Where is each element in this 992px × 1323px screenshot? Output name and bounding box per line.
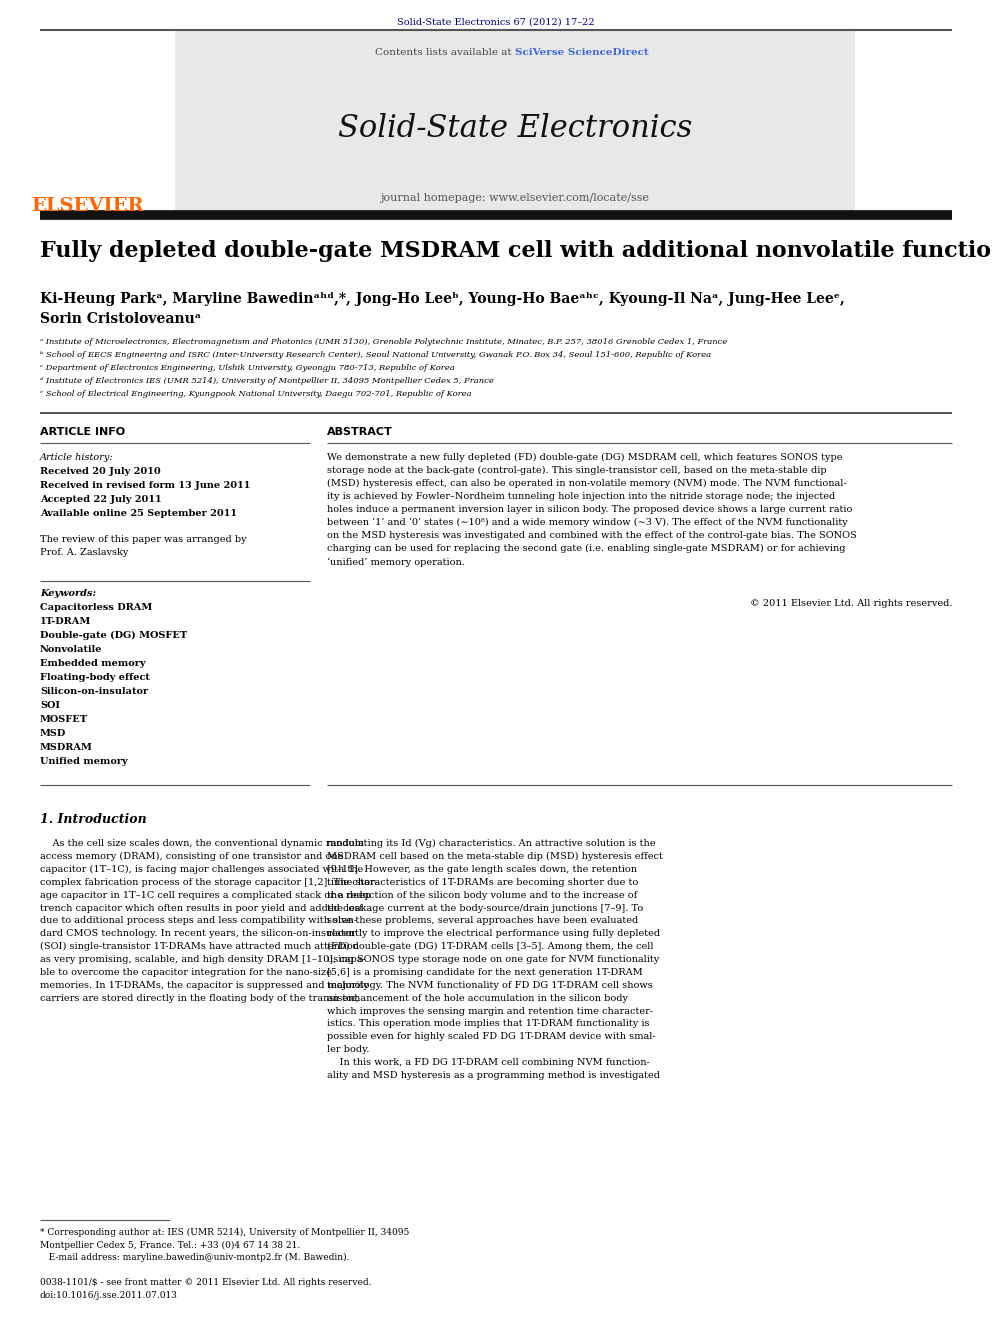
Text: Fully depleted double-gate MSDRAM cell with additional nonvolatile functionality: Fully depleted double-gate MSDRAM cell w…: [40, 239, 992, 262]
Text: SciVerse ScienceDirect: SciVerse ScienceDirect: [515, 48, 649, 57]
Text: ᵃ Institute of Microelectronics, Electromagnetism and Photonics (UMR 5130), Gren: ᵃ Institute of Microelectronics, Electro…: [40, 337, 727, 347]
Text: ELSEVIER: ELSEVIER: [31, 197, 144, 216]
Text: Double-gate (DG) MOSFET: Double-gate (DG) MOSFET: [40, 631, 187, 640]
Text: Unified memory: Unified memory: [40, 757, 128, 766]
Text: journal homepage: www.elsevier.com/locate/sse: journal homepage: www.elsevier.com/locat…: [381, 193, 650, 202]
Text: ᵉ School of Electrical Engineering, Kyungpook National University, Daegu 702-701: ᵉ School of Electrical Engineering, Kyun…: [40, 390, 471, 398]
Text: ᵈ Institute of Electronics IES (UMR 5214), University of Montpellier II, 34095 M: ᵈ Institute of Electronics IES (UMR 5214…: [40, 377, 494, 385]
Text: MOSFET: MOSFET: [40, 714, 88, 724]
Text: Embedded memory: Embedded memory: [40, 659, 146, 668]
Text: 0038-1101/$ - see front matter © 2011 Elsevier Ltd. All rights reserved.
doi:10.: 0038-1101/$ - see front matter © 2011 El…: [40, 1278, 371, 1299]
Text: Received in revised form 13 June 2011: Received in revised form 13 June 2011: [40, 482, 250, 490]
Text: Floating-body effect: Floating-body effect: [40, 673, 150, 681]
Text: Ki-Heung Parkᵃ, Maryline Bawedinᵃʰᵈ,*, Jong-Ho Leeᵇ, Young-Ho Baeᵃʰᶜ, Kyoung-Il : Ki-Heung Parkᵃ, Maryline Bawedinᵃʰᵈ,*, J…: [40, 292, 845, 306]
Text: The review of this paper was arranged by
Prof. A. Zaslavsky: The review of this paper was arranged by…: [40, 534, 247, 557]
Text: Accepted 22 July 2011: Accepted 22 July 2011: [40, 495, 162, 504]
Text: Silicon-on-insulator: Silicon-on-insulator: [40, 687, 148, 696]
Text: ᵇ School of EECS Engineering and ISRC (Inter-University Research Center), Seoul : ᵇ School of EECS Engineering and ISRC (I…: [40, 351, 711, 359]
Text: Available online 25 September 2011: Available online 25 September 2011: [40, 509, 237, 519]
Text: * Corresponding author at: IES (UMR 5214), University of Montpellier II, 34095
M: * Corresponding author at: IES (UMR 5214…: [40, 1228, 410, 1262]
Text: Capacitorless DRAM: Capacitorless DRAM: [40, 603, 152, 613]
Text: 1T-DRAM: 1T-DRAM: [40, 617, 91, 626]
Text: MSDRAM: MSDRAM: [40, 744, 93, 751]
Text: ARTICLE INFO: ARTICLE INFO: [40, 427, 125, 437]
Text: SOI: SOI: [40, 701, 60, 710]
Text: We demonstrate a new fully depleted (FD) double-gate (DG) MSDRAM cell, which fea: We demonstrate a new fully depleted (FD)…: [327, 452, 857, 566]
Text: Sorin Cristoloveanuᵃ: Sorin Cristoloveanuᵃ: [40, 312, 201, 325]
Text: Received 20 July 2010: Received 20 July 2010: [40, 467, 161, 476]
Text: Article history:: Article history:: [40, 452, 114, 462]
Text: 1. Introduction: 1. Introduction: [40, 814, 147, 826]
Text: Solid-State Electronics: Solid-State Electronics: [338, 114, 692, 144]
Text: Nonvolatile: Nonvolatile: [40, 646, 102, 654]
Text: ABSTRACT: ABSTRACT: [327, 427, 393, 437]
Text: Contents lists available at: Contents lists available at: [375, 48, 515, 57]
Text: modulating its Id (Vg) characteristics. An attractive solution is the
MSDRAM cel: modulating its Id (Vg) characteristics. …: [327, 839, 663, 1080]
Text: © 2011 Elsevier Ltd. All rights reserved.: © 2011 Elsevier Ltd. All rights reserved…: [750, 599, 952, 609]
Text: Solid-State Electronics 67 (2012) 17–22: Solid-State Electronics 67 (2012) 17–22: [397, 19, 595, 26]
Text: ᶜ Department of Electronics Engineering, Ulshik University, Gyeongju 780-713, Re: ᶜ Department of Electronics Engineering,…: [40, 364, 454, 372]
Bar: [175, 30, 855, 216]
Text: Keywords:: Keywords:: [40, 589, 96, 598]
Text: As the cell size scales down, the conventional dynamic random
access memory (DRA: As the cell size scales down, the conven…: [40, 839, 378, 1003]
Text: MSD: MSD: [40, 729, 66, 738]
